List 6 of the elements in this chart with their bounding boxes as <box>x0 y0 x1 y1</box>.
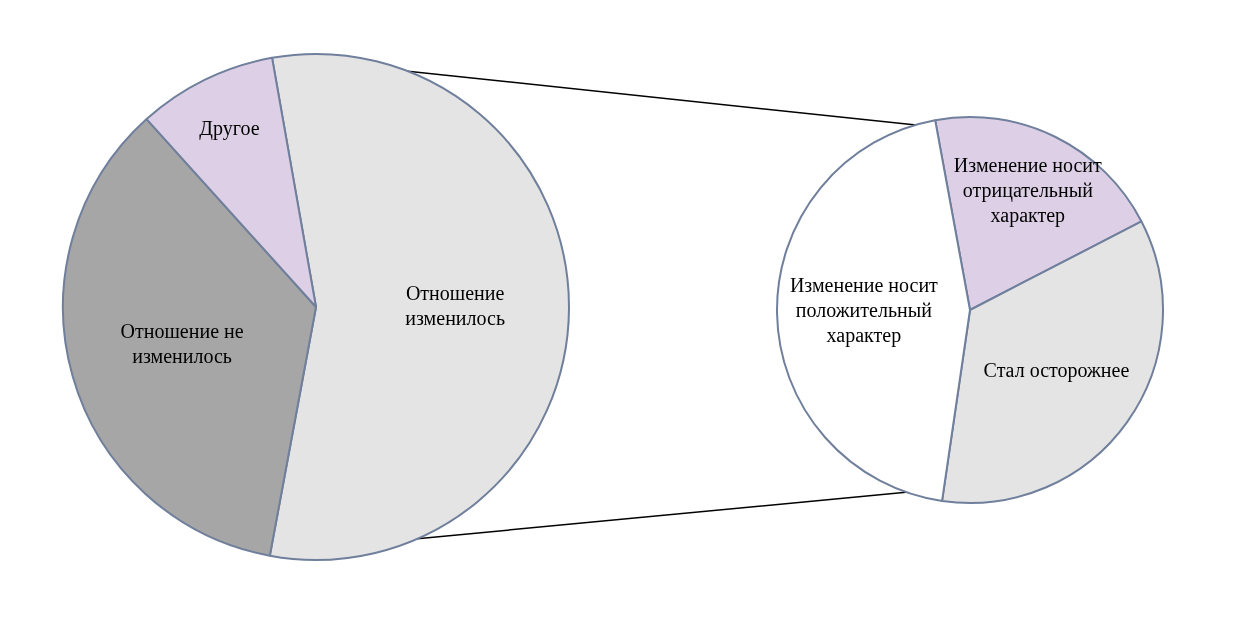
slice-label: Изменение носит положительный характер <box>789 274 939 348</box>
slice-label: Стал осторожнее <box>983 358 1130 382</box>
slice-label: Отношение изменилось <box>405 282 506 330</box>
slice-label: Изменение носит отрицательный характер <box>953 154 1103 228</box>
slice-label: Другое <box>199 116 260 140</box>
slice-label: Отношение не изменилось <box>120 319 244 367</box>
